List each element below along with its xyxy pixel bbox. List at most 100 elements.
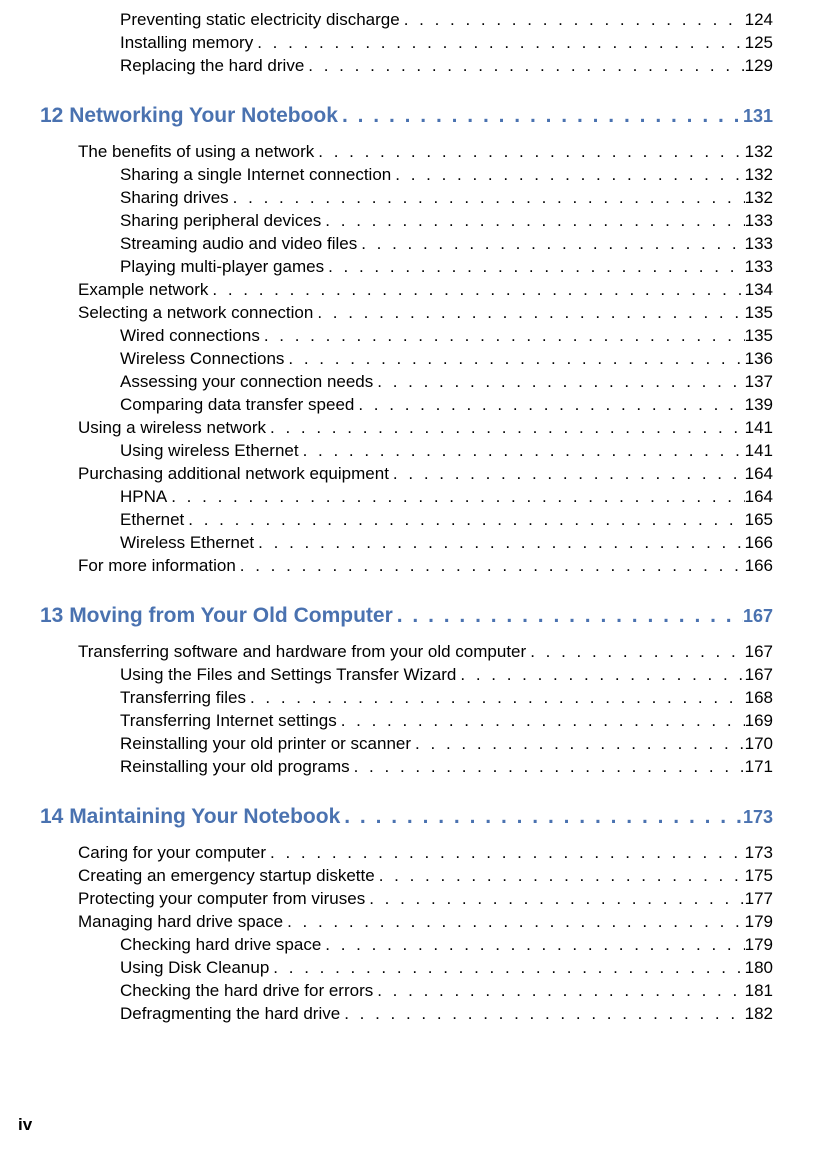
toc-entry-label: Sharing a single Internet connection [120,165,391,185]
toc-entry-page: 164 [745,487,773,507]
toc-entry[interactable]: 13 Moving from Your Old Computer . . . .… [40,604,773,628]
toc-entry[interactable]: Sharing drives . . . . . . . . . . . . .… [120,188,773,208]
toc-entry[interactable]: Reinstalling your old programs . . . . .… [120,757,773,777]
toc-entry[interactable]: Selecting a network connection . . . . .… [78,303,773,323]
toc-entry-label: Reinstalling your old printer or scanner [120,734,411,754]
toc-entry[interactable]: Transferring software and hardware from … [78,642,773,662]
toc-leader-dots: . . . . . . . . . . . . . . . . . . . . … [167,487,744,507]
toc-entry[interactable]: Checking the hard drive for errors . . .… [120,981,773,1001]
toc-leader-dots: . . . . . . . . . . . . . . . . . . . . … [338,104,743,128]
toc-leader-dots: . . . . . . . . . . . . . . . . . . . . … [269,958,744,978]
toc-entry-page: 169 [745,711,773,731]
toc-entry-page: 139 [745,395,773,415]
toc-entry[interactable]: Comparing data transfer speed . . . . . … [120,395,773,415]
toc-entry-label: Selecting a network connection [78,303,313,323]
toc-entry[interactable]: For more information . . . . . . . . . .… [78,556,773,576]
toc-entry-page: 135 [745,326,773,346]
toc-entry[interactable]: Using the Files and Settings Transfer Wi… [120,665,773,685]
toc-entry[interactable]: Wireless Ethernet . . . . . . . . . . . … [120,533,773,553]
toc-entry[interactable]: Checking hard drive space . . . . . . . … [120,935,773,955]
toc-leader-dots: . . . . . . . . . . . . . . . . . . . . … [354,395,744,415]
toc-leader-dots: . . . . . . . . . . . . . . . . . . . . … [357,234,744,254]
toc-leader-dots: . . . . . . . . . . . . . . . . . . . . … [321,211,744,231]
toc-entry-page: 180 [745,958,773,978]
toc-entry[interactable]: Defragmenting the hard drive . . . . . .… [120,1004,773,1024]
toc-entry[interactable]: Creating an emergency startup diskette .… [78,866,773,886]
toc-entry-page: 133 [745,234,773,254]
toc-entry[interactable]: Sharing peripheral devices . . . . . . .… [120,211,773,231]
toc-entry[interactable]: Replacing the hard drive . . . . . . . .… [120,56,773,76]
toc-entry-page: 177 [745,889,773,909]
toc-entry[interactable]: 12 Networking Your Notebook . . . . . . … [40,104,773,128]
toc-entry[interactable]: Caring for your computer . . . . . . . .… [78,843,773,863]
toc-entry-label: Managing hard drive space [78,912,283,932]
toc-entry-label: Caring for your computer [78,843,266,863]
toc-entry[interactable]: Assessing your connection needs . . . . … [120,372,773,392]
toc-entry-page: 133 [745,211,773,231]
toc-entry-page: 135 [745,303,773,323]
toc-entry-label: Ethernet [120,510,184,530]
toc-entry-label: Transferring files [120,688,246,708]
toc-entry-label: Wireless Ethernet [120,533,254,553]
toc-leader-dots: . . . . . . . . . . . . . . . . . . . . … [365,889,744,909]
toc-leader-dots: . . . . . . . . . . . . . . . . . . . . … [260,326,745,346]
toc-entry-page: 129 [745,56,773,76]
toc-leader-dots: . . . . . . . . . . . . . . . . . . . . … [389,464,745,484]
toc-entry-label: Installing memory [120,33,253,53]
toc-leader-dots: . . . . . . . . . . . . . . . . . . . . … [284,349,744,369]
toc-entry-page: 136 [745,349,773,369]
toc-entry[interactable]: Purchasing additional network equipment … [78,464,773,484]
toc-entry[interactable]: Using Disk Cleanup . . . . . . . . . . .… [120,958,773,978]
toc-leader-dots: . . . . . . . . . . . . . . . . . . . . … [375,866,745,886]
toc-entry-label: Protecting your computer from viruses [78,889,365,909]
toc-entry-label: 14 Maintaining Your Notebook [40,805,340,829]
toc-leader-dots: . . . . . . . . . . . . . . . . . . . . … [254,533,744,553]
toc-entry-label: Playing multi-player games [120,257,324,277]
toc-entry-label: Wired connections [120,326,260,346]
toc-leader-dots: . . . . . . . . . . . . . . . . . . . . … [229,188,745,208]
toc-leader-dots: . . . . . . . . . . . . . . . . . . . . … [236,556,745,576]
toc-entry[interactable]: Managing hard drive space . . . . . . . … [78,912,773,932]
toc-entry[interactable]: Transferring files . . . . . . . . . . .… [120,688,773,708]
page-number-footer: iv [18,1115,32,1135]
toc-leader-dots: . . . . . . . . . . . . . . . . . . . . … [299,441,745,461]
toc-leader-dots: . . . . . . . . . . . . . . . . . . . . … [253,33,744,53]
toc-entry-label: Defragmenting the hard drive [120,1004,340,1024]
toc-entry-page: 131 [743,106,773,127]
toc-entry[interactable]: Sharing a single Internet connection . .… [120,165,773,185]
toc-entry[interactable]: Streaming audio and video files . . . . … [120,234,773,254]
toc-entry-label: 12 Networking Your Notebook [40,104,338,128]
toc-entry-page: 167 [743,606,773,627]
toc-entry[interactable]: Ethernet . . . . . . . . . . . . . . . .… [120,510,773,530]
toc-entry-page: 132 [745,142,773,162]
toc-entry-page: 175 [745,866,773,886]
toc-entry-page: 141 [745,418,773,438]
toc-entry-label: Purchasing additional network equipment [78,464,389,484]
toc-entry-page: 166 [745,556,773,576]
toc-entry[interactable]: Example network . . . . . . . . . . . . … [78,280,773,300]
toc-entry[interactable]: 14 Maintaining Your Notebook . . . . . .… [40,805,773,829]
toc-entry[interactable]: Wireless Connections . . . . . . . . . .… [120,349,773,369]
toc-entry[interactable]: HPNA . . . . . . . . . . . . . . . . . .… [120,487,773,507]
toc-entry[interactable]: Preventing static electricity discharge … [120,10,773,30]
toc-entry-page: 171 [745,757,773,777]
toc-entry[interactable]: Reinstalling your old printer or scanner… [120,734,773,754]
toc-entry-label: Assessing your connection needs [120,372,373,392]
toc-entry-page: 179 [745,935,773,955]
toc-leader-dots: . . . . . . . . . . . . . . . . . . . . … [373,981,744,1001]
toc-entry-label: Reinstalling your old programs [120,757,350,777]
toc-leader-dots: . . . . . . . . . . . . . . . . . . . . … [373,372,744,392]
toc-entry[interactable]: Using a wireless network . . . . . . . .… [78,418,773,438]
toc-entry[interactable]: Using wireless Ethernet . . . . . . . . … [120,441,773,461]
toc-entry-label: Example network [78,280,208,300]
toc-entry[interactable]: Transferring Internet settings . . . . .… [120,711,773,731]
toc-entry-page: 125 [745,33,773,53]
toc-entry-page: 167 [745,642,773,662]
toc-entry[interactable]: The benefits of using a network . . . . … [78,142,773,162]
toc-leader-dots: . . . . . . . . . . . . . . . . . . . . … [337,711,745,731]
toc-entry[interactable]: Protecting your computer from viruses . … [78,889,773,909]
toc-entry[interactable]: Installing memory . . . . . . . . . . . … [120,33,773,53]
toc-entry[interactable]: Wired connections . . . . . . . . . . . … [120,326,773,346]
toc-entry[interactable]: Playing multi-player games . . . . . . .… [120,257,773,277]
toc-leader-dots: . . . . . . . . . . . . . . . . . . . . … [411,734,745,754]
